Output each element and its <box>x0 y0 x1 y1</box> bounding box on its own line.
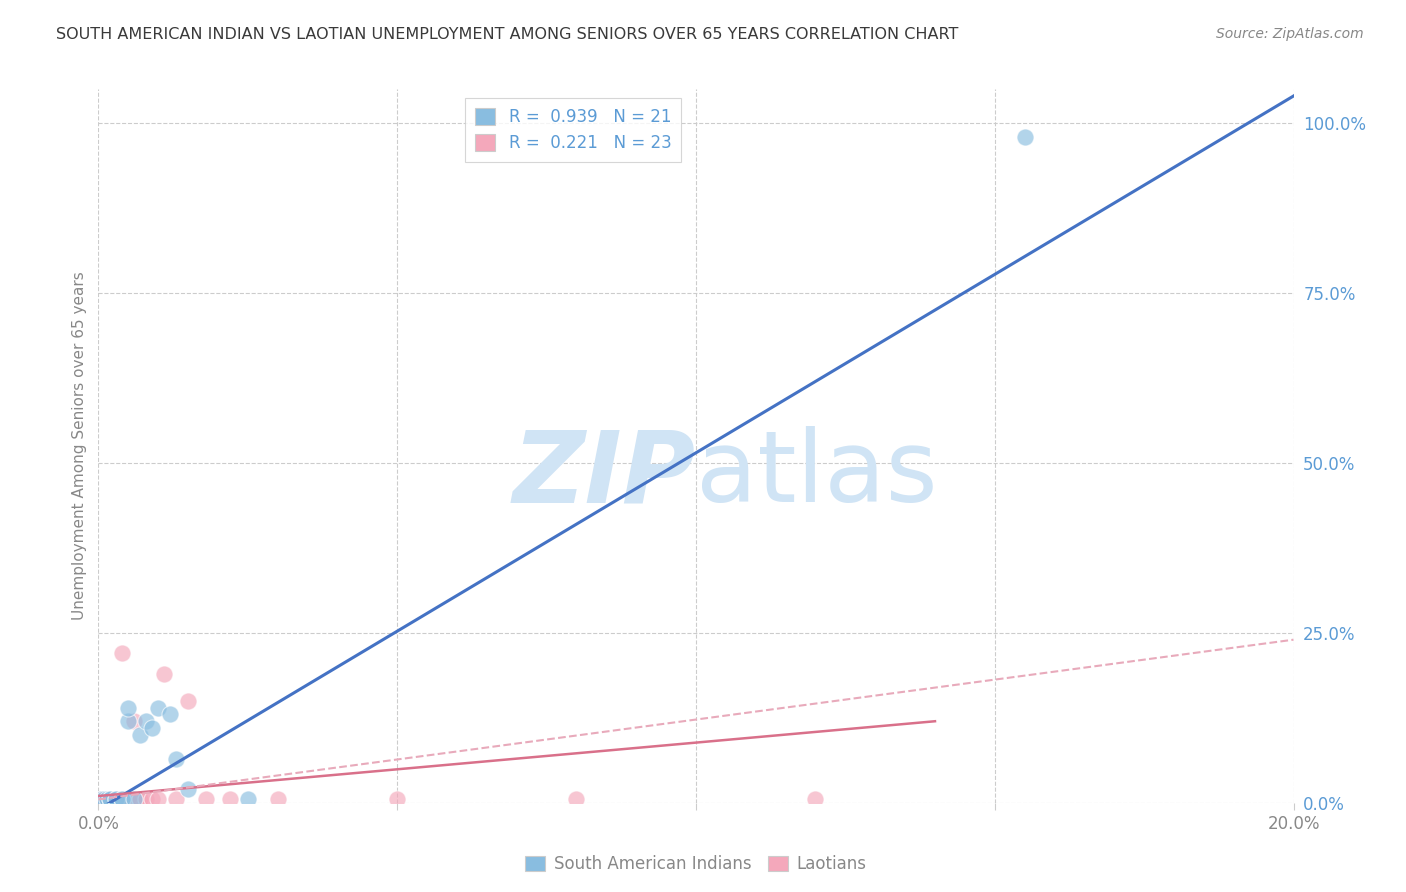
Point <box>129 728 152 742</box>
Point <box>117 714 139 729</box>
Text: atlas: atlas <box>696 426 938 523</box>
Y-axis label: Unemployment Among Seniors over 65 years: Unemployment Among Seniors over 65 years <box>72 272 87 620</box>
Legend: South American Indians, Laotians: South American Indians, Laotians <box>519 849 873 880</box>
Text: SOUTH AMERICAN INDIAN VS LAOTIAN UNEMPLOYMENT AMONG SENIORS OVER 65 YEARS CORREL: SOUTH AMERICAN INDIAN VS LAOTIAN UNEMPLO… <box>56 27 959 42</box>
Point <box>100 792 122 806</box>
Point <box>219 792 242 806</box>
Point <box>100 792 122 806</box>
Point <box>124 792 146 806</box>
Point <box>565 792 588 806</box>
Point <box>159 707 181 722</box>
Text: Source: ZipAtlas.com: Source: ZipAtlas.com <box>1216 27 1364 41</box>
Point <box>804 792 827 806</box>
Point <box>105 792 128 806</box>
Point <box>93 792 115 806</box>
Point <box>153 666 176 681</box>
Point <box>105 792 128 806</box>
Point <box>90 792 112 806</box>
Point <box>135 792 157 806</box>
Point <box>385 792 409 806</box>
Point <box>96 792 118 806</box>
Point <box>148 792 170 806</box>
Point <box>100 792 122 806</box>
Point <box>111 646 134 660</box>
Point <box>124 714 146 729</box>
Point <box>90 792 112 806</box>
Point <box>96 792 118 806</box>
Point <box>111 792 134 806</box>
Point <box>177 694 200 708</box>
Point <box>236 792 259 806</box>
Point <box>267 792 290 806</box>
Point <box>111 792 134 806</box>
Point <box>195 792 218 806</box>
Point <box>177 782 200 797</box>
Text: ZIP: ZIP <box>513 426 696 523</box>
Point <box>117 700 139 714</box>
Point <box>165 792 187 806</box>
Point <box>141 721 163 735</box>
Point <box>135 714 157 729</box>
Point <box>141 792 163 806</box>
Point <box>1014 129 1036 144</box>
Point <box>129 792 152 806</box>
Point <box>129 792 152 806</box>
Point <box>148 700 170 714</box>
Point <box>165 751 187 765</box>
Point <box>93 792 115 806</box>
Point <box>105 792 128 806</box>
Point <box>117 792 139 806</box>
Point <box>105 792 128 806</box>
